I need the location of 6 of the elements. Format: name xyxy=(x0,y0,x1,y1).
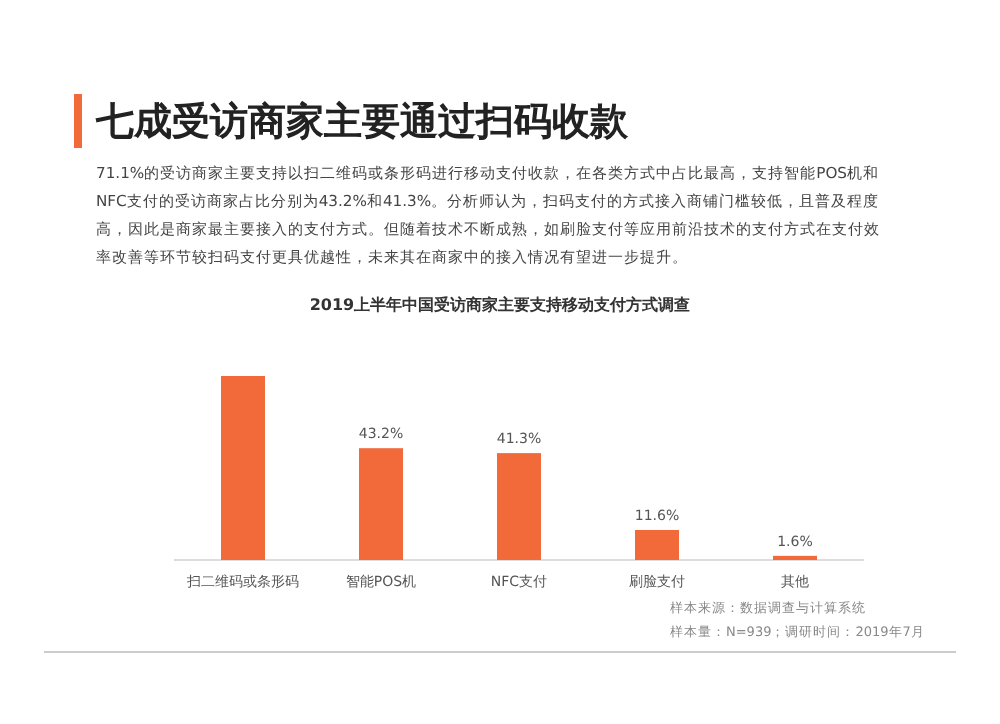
chart-subtitle: 2019上半年中国受访商家主要支持移动支付方式调查 xyxy=(307,294,693,316)
chart-title: 七成受访商家主要通过扫码收款 xyxy=(96,98,628,148)
bar xyxy=(359,448,403,560)
bar xyxy=(497,453,541,560)
bar xyxy=(635,529,679,560)
bar xyxy=(221,376,265,560)
